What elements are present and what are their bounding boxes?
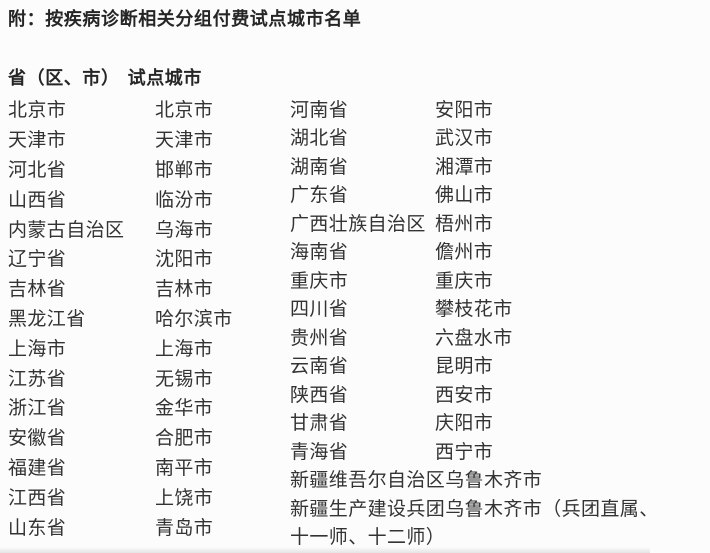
table-row: 青海省 西宁市 bbox=[290, 436, 708, 465]
pilot-city-name: 无锡市 bbox=[155, 368, 214, 390]
province-name: 浙江省 bbox=[8, 398, 67, 420]
table-row: 上海市 上海市 bbox=[8, 332, 288, 362]
pilot-city-name: 乌海市 bbox=[155, 219, 214, 241]
province-name: 吉林省 bbox=[8, 279, 67, 301]
pilot-city-name: 重庆市 bbox=[435, 270, 494, 292]
province-name: 天津市 bbox=[8, 130, 67, 152]
table-column-headers: 省（区、市） 试点城市 bbox=[8, 67, 202, 89]
table-row: 云南省 昆明市 bbox=[290, 351, 708, 380]
table-row: 山东省 青岛市 bbox=[8, 511, 288, 541]
pilot-city-name: 北京市 bbox=[155, 100, 214, 122]
pilot-city-name: 梧州市 bbox=[435, 213, 494, 235]
province-name: 山西省 bbox=[8, 189, 67, 211]
pilot-city-name: 攀枝花市 bbox=[435, 299, 513, 321]
table-row: 新疆生产建设兵团 乌鲁木齐市（兵团直属、 bbox=[290, 493, 708, 522]
pilot-city-name: 天津市 bbox=[155, 130, 214, 152]
table-row: 贵州省 六盘水市 bbox=[290, 322, 708, 351]
province-name: 河南省 bbox=[290, 99, 349, 121]
table-row: 福建省 南平市 bbox=[8, 452, 288, 482]
pilot-city-name: 庆阳市 bbox=[435, 413, 494, 435]
pilot-city-name: 乌鲁木齐市 bbox=[445, 470, 543, 492]
province-name: 内蒙古自治区 bbox=[8, 219, 125, 241]
pilot-city-name: 沈阳市 bbox=[155, 249, 214, 271]
province-name: 海南省 bbox=[290, 242, 349, 264]
province-name: 上海市 bbox=[8, 338, 67, 360]
province-name: 新疆维吾尔自治区 bbox=[290, 470, 446, 492]
pilot-city-name: 金华市 bbox=[155, 398, 214, 420]
pilot-city-name: 佛山市 bbox=[435, 185, 494, 207]
table-row: 新疆维吾尔自治区 乌鲁木齐市 bbox=[290, 465, 708, 494]
pilot-city-name: 临汾市 bbox=[155, 189, 214, 211]
pilot-city-list-right-column: 河南省 安阳市 湖北省 武汉市 湖南省 湘潭市 广东省 佛山市 广西壮族自治区 梧州市 海… bbox=[290, 94, 708, 550]
province-name: 福建省 bbox=[8, 457, 67, 479]
pilot-city-name: 儋州市 bbox=[435, 242, 494, 264]
pilot-city-name: 合肥市 bbox=[155, 428, 214, 450]
pilot-city-name: 昆明市 bbox=[435, 356, 494, 378]
table-row: 海南省 儋州市 bbox=[290, 237, 708, 266]
table-row: 甘肃省 庆阳市 bbox=[290, 408, 708, 437]
province-name: 广西壮族自治区 bbox=[290, 213, 426, 235]
province-name: 陕西省 bbox=[290, 384, 349, 406]
pilot-city-list-left-column: 北京市 北京市 天津市 天津市 河北省 邯郸市 山西省 临汾市 内蒙古自治区 乌海市 辽宁… bbox=[8, 94, 288, 541]
province-name: 湖南省 bbox=[290, 156, 349, 178]
province-name: 重庆市 bbox=[290, 270, 349, 292]
table-row: 山西省 临汾市 bbox=[8, 183, 288, 213]
table-row: 广西壮族自治区 梧州市 bbox=[290, 208, 708, 237]
pilot-city-name: 哈尔滨市 bbox=[155, 308, 233, 330]
pilot-city-name: 武汉市 bbox=[435, 128, 494, 150]
pilot-city-name: 安阳市 bbox=[435, 99, 494, 121]
table-row: 重庆市 重庆市 bbox=[290, 265, 708, 294]
province-name: 青海省 bbox=[290, 441, 349, 463]
pilot-city-name: 邯郸市 bbox=[155, 159, 214, 181]
table-row: 辽宁省 沈阳市 bbox=[8, 243, 288, 273]
table-row: 四川省 攀枝花市 bbox=[290, 294, 708, 323]
pilot-city-name: 西安市 bbox=[435, 384, 494, 406]
pilot-city-name: 南平市 bbox=[155, 457, 214, 479]
province-name: 四川省 bbox=[290, 299, 349, 321]
province-name: 贵州省 bbox=[290, 327, 349, 349]
pilot-city-name: 六盘水市 bbox=[435, 327, 513, 349]
document-title: 附：按疾病诊断相关分组付费试点城市名单 bbox=[8, 9, 362, 29]
province-name: 云南省 bbox=[290, 356, 349, 378]
province-name: 河北省 bbox=[8, 159, 67, 181]
province-name: 甘肃省 bbox=[290, 413, 349, 435]
table-row: 江苏省 无锡市 bbox=[8, 362, 288, 392]
table-row: 河南省 安阳市 bbox=[290, 94, 708, 123]
province-name: 辽宁省 bbox=[8, 249, 67, 271]
table-row: 湖南省 湘潭市 bbox=[290, 151, 708, 180]
pilot-city-name: 上海市 bbox=[155, 338, 214, 360]
province-name: 广东省 bbox=[290, 185, 349, 207]
province-name: 黑龙江省 bbox=[8, 308, 86, 330]
table-row: 黑龙江省 哈尔滨市 bbox=[8, 303, 288, 333]
province-name: 北京市 bbox=[8, 100, 67, 122]
column-header-province: 省（区、市） bbox=[8, 68, 120, 88]
province-name: 湖北省 bbox=[290, 128, 349, 150]
table-row: 内蒙古自治区 乌海市 bbox=[8, 213, 288, 243]
table-row: 天津市 天津市 bbox=[8, 124, 288, 154]
table-row: 浙江省 金华市 bbox=[8, 392, 288, 422]
province-name: 江西省 bbox=[8, 487, 67, 509]
table-row: 河北省 邯郸市 bbox=[8, 154, 288, 184]
table-row-continuation: 十一师、十二师） bbox=[290, 522, 708, 551]
pilot-city-name: 西宁市 bbox=[435, 441, 494, 463]
province-name: 山东省 bbox=[8, 517, 67, 539]
wrapped-city-continuation: 十一师、十二师） bbox=[290, 527, 446, 549]
province-name: 江苏省 bbox=[8, 368, 67, 390]
table-row: 陕西省 西安市 bbox=[290, 379, 708, 408]
table-row: 吉林省 吉林市 bbox=[8, 273, 288, 303]
column-header-pilot-city: 试点城市 bbox=[127, 68, 203, 88]
province-name: 安徽省 bbox=[8, 428, 67, 450]
pilot-city-name: 吉林市 bbox=[155, 279, 214, 301]
table-row: 江西省 上饶市 bbox=[8, 481, 288, 511]
table-row: 湖北省 武汉市 bbox=[290, 123, 708, 152]
pilot-city-name: 上饶市 bbox=[155, 487, 214, 509]
table-row: 北京市 北京市 bbox=[8, 94, 288, 124]
pilot-city-name: 乌鲁木齐市（兵团直属、 bbox=[445, 498, 659, 520]
table-row: 广东省 佛山市 bbox=[290, 180, 708, 209]
pilot-city-name: 湘潭市 bbox=[435, 156, 494, 178]
table-row: 安徽省 合肥市 bbox=[8, 422, 288, 452]
pilot-city-name: 青岛市 bbox=[155, 517, 214, 539]
province-name: 新疆生产建设兵团 bbox=[290, 498, 446, 520]
